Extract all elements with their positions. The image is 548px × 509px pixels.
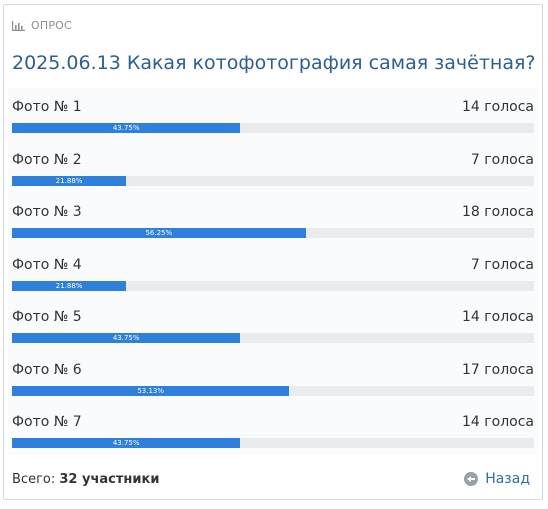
poll-option: Фото № 6 17 голоса 53.13% <box>12 351 534 396</box>
back-button[interactable]: Назад <box>464 471 530 487</box>
poll-header: ОПРОС <box>12 19 72 32</box>
poll-option: Фото № 5 14 голоса 43.75% <box>12 298 534 343</box>
poll-option: Фото № 3 18 голоса 56.25% <box>12 193 534 238</box>
option-percent: 56.25% <box>145 229 173 237</box>
option-label: Фото № 1 <box>12 99 82 115</box>
option-percent: 21.88% <box>55 281 83 290</box>
option-bar-fill: 43.75% <box>12 438 241 448</box>
option-bar-track: 53.13% <box>12 385 534 396</box>
total-value: 32 участники <box>59 472 160 487</box>
option-percent: 43.75% <box>112 439 140 447</box>
option-votes: 7 голоса <box>470 256 534 273</box>
total-participants: Всего: 32 участники <box>12 472 159 487</box>
option-bar-track: 56.25% <box>12 228 534 238</box>
option-bar-fill: 21.88% <box>12 175 127 186</box>
poll-option: Фото № 4 7 голоса 21.88% <box>12 246 534 291</box>
option-bar-fill: 43.75% <box>12 333 241 343</box>
poll-option: Фото № 1 14 голоса 43.75% <box>12 88 534 133</box>
poll-header-label: ОПРОС <box>31 19 72 32</box>
poll-options: Фото № 1 14 голоса 43.75% Фото № 2 7 гол… <box>8 88 538 455</box>
option-label: Фото № 2 <box>12 151 82 168</box>
option-label: Фото № 7 <box>12 414 82 430</box>
option-bar-track: 43.75% <box>12 333 534 343</box>
option-percent: 53.13% <box>137 386 165 395</box>
total-label: Всего: <box>12 472 56 487</box>
poll-option: Фото № 7 14 голоса 43.75% <box>12 403 534 448</box>
option-label: Фото № 6 <box>12 361 82 378</box>
option-bar-track: 21.88% <box>12 280 534 291</box>
poll-card: ОПРОС 2025.06.13 Какая котофотография са… <box>3 4 543 500</box>
option-percent: 43.75% <box>112 124 140 132</box>
option-percent: 21.88% <box>55 176 83 185</box>
option-votes: 14 голоса <box>462 414 534 430</box>
option-percent: 43.75% <box>112 334 140 342</box>
option-label: Фото № 4 <box>12 256 82 273</box>
option-bar-fill: 21.88% <box>12 280 127 291</box>
option-label: Фото № 5 <box>12 309 82 325</box>
option-bar-fill: 43.75% <box>12 123 241 133</box>
option-bar-fill: 53.13% <box>12 385 290 396</box>
option-label: Фото № 3 <box>12 204 82 220</box>
option-votes: 17 голоса <box>462 361 534 378</box>
arrow-left-circle-icon <box>464 472 479 486</box>
option-bar-track: 43.75% <box>12 438 534 448</box>
option-bar-fill: 56.25% <box>12 228 306 238</box>
option-bar-track: 21.88% <box>12 175 534 186</box>
option-bar-track: 43.75% <box>12 123 534 133</box>
option-votes: 18 голоса <box>462 204 534 220</box>
option-votes: 14 голоса <box>462 99 534 115</box>
option-votes: 7 голоса <box>470 151 534 168</box>
poll-option: Фото № 2 7 голоса 21.88% <box>12 141 534 186</box>
option-votes: 14 голоса <box>462 309 534 325</box>
bar-chart-icon <box>12 20 25 31</box>
poll-title: 2025.06.13 Какая котофотография самая за… <box>12 52 536 74</box>
back-label[interactable]: Назад <box>485 471 530 487</box>
